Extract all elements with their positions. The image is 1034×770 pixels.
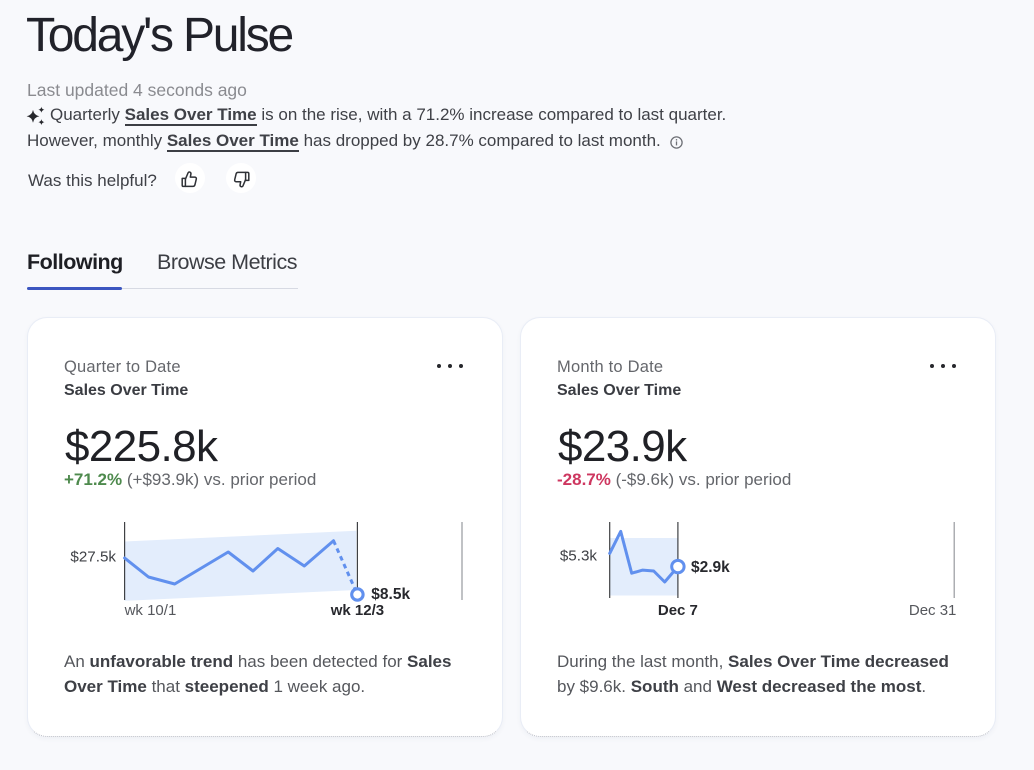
svg-text:$27.5k: $27.5k: [70, 549, 116, 566]
svg-text:$2.9k: $2.9k: [691, 559, 730, 576]
svg-text:wk 12/3: wk 12/3: [330, 602, 384, 619]
svg-text:Dec 31: Dec 31: [909, 602, 957, 619]
svg-text:$8.5k: $8.5k: [371, 586, 410, 603]
svg-text:Dec 7: Dec 7: [658, 602, 698, 619]
svg-text:$5.3k: $5.3k: [560, 548, 598, 565]
svg-text:wk 10/1: wk 10/1: [124, 602, 177, 619]
